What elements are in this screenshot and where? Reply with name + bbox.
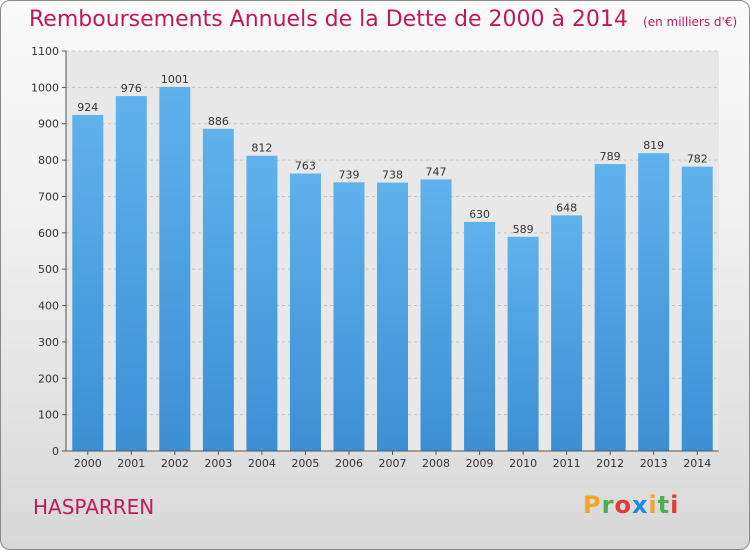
y-tick-label: 600 [38,227,59,240]
x-tick-label: 2012 [596,457,624,470]
data-label: 589 [513,223,534,236]
logo-letter: r [601,491,615,519]
y-tick-label: 300 [38,336,59,349]
bar [246,155,278,451]
bar [333,182,365,452]
bar [377,182,408,452]
bar [202,128,234,451]
x-tick-label: 2001 [117,457,145,470]
x-tick-label: 2007 [379,457,407,470]
y-tick-label: 500 [38,263,59,276]
bar [420,179,452,451]
proxiti-logo: Proxiti [583,491,679,519]
x-tick-label: 2002 [161,457,189,470]
y-tick-label: 200 [38,372,59,385]
x-tick-label: 2010 [509,457,537,470]
bar [72,115,104,451]
y-tick-label: 400 [38,300,59,313]
data-label: 886 [208,115,229,128]
logo-letter: t [657,491,671,519]
x-tick-label: 2013 [640,457,668,470]
x-tick-label: 2011 [553,457,581,470]
x-tick-label: 2014 [683,457,711,470]
data-label: 630 [469,208,490,221]
data-label: 738 [382,169,403,182]
bar [594,164,626,451]
y-tick-label: 100 [38,409,59,422]
data-label: 763 [295,160,316,173]
data-label: 789 [600,150,621,163]
logo-letter: i [670,491,680,519]
x-tick-label: 2004 [248,457,276,470]
data-label: 739 [338,168,359,181]
y-tick-label: 700 [38,190,59,203]
bar [638,153,670,451]
y-tick-label: 1000 [31,81,59,94]
bar [681,166,713,452]
x-tick-label: 2000 [74,457,102,470]
data-label: 924 [77,101,98,114]
data-label: 1001 [161,73,189,86]
data-label: 648 [556,201,577,214]
y-tick-label: 0 [52,445,59,458]
data-label: 812 [251,142,272,155]
x-tick-label: 2003 [204,457,232,470]
data-label: 782 [687,153,708,166]
location-label: HASPARREN [33,495,155,519]
y-tick-label: 1100 [31,45,59,58]
bar [551,215,583,451]
chart-title: Remboursements Annuels de la Dette de 20… [29,7,628,32]
bar [115,96,147,451]
bar [507,236,539,451]
bar [159,87,191,451]
data-label: 747 [426,165,447,178]
x-tick-label: 2009 [466,457,494,470]
bar [464,221,496,451]
chart-title-block: Remboursements Annuels de la Dette de 20… [29,7,737,32]
bar [289,173,321,451]
chart-unit-label: (en milliers d'€) [643,15,738,29]
x-tick-label: 2008 [422,457,450,470]
x-tick-label: 2005 [291,457,319,470]
y-tick-label: 800 [38,154,59,167]
data-label: 976 [121,82,142,95]
logo-letter: o [614,491,632,519]
logo-letter: P [583,491,602,519]
logo-letter: x [631,491,649,519]
x-tick-label: 2006 [335,457,363,470]
y-tick-label: 900 [38,118,59,131]
logo-letter: i [648,491,658,519]
data-label: 819 [643,139,664,152]
